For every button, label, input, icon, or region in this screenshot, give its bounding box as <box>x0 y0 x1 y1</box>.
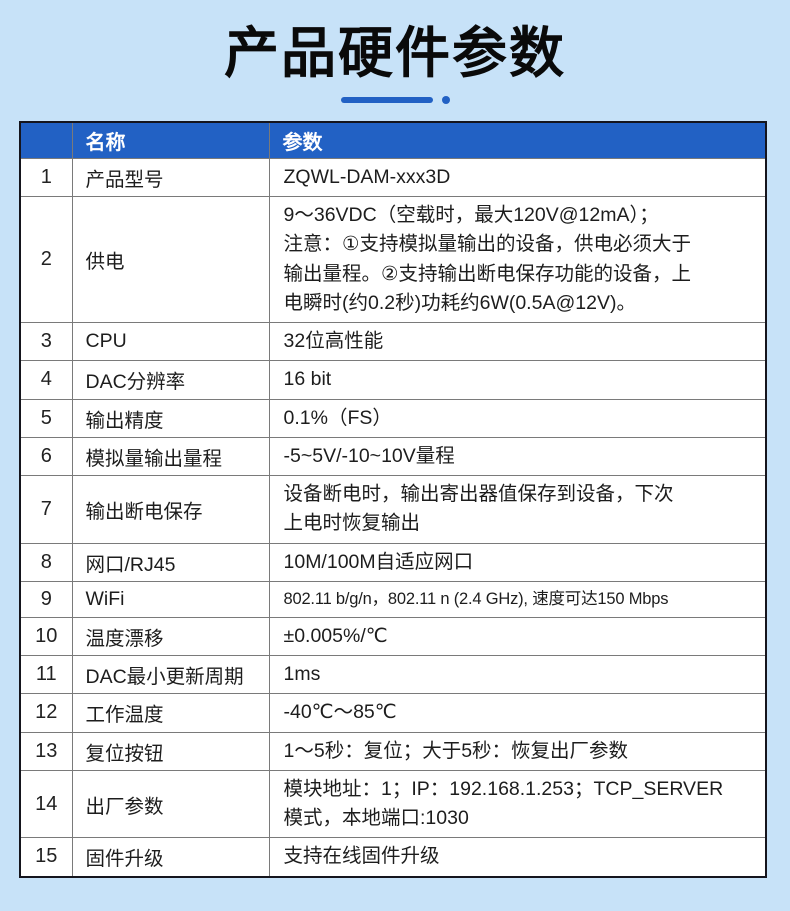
row-value-cell: 16 bit <box>268 360 767 400</box>
row-name-cell: 输出断电保存 <box>71 475 270 544</box>
row-index-cell: 12 <box>19 693 73 733</box>
page-title: 产品硬件参数 <box>223 22 566 84</box>
row-name-cell: 出厂参数 <box>71 769 270 839</box>
table-row: 1 产品型号 ZQWL-DAM-xxx3D <box>19 157 767 198</box>
row-index-cell: 7 <box>19 475 73 544</box>
row-index-cell: 2 <box>19 196 73 323</box>
row-name-cell: DAC最小更新周期 <box>71 654 270 695</box>
hardware-parameters-table: 名称 参数 1 产品型号 ZQWL-DAM-xxx3D 2 供电 9～36VDC（空载时，… <box>19 121 767 878</box>
table-row: 5 输出精度 0.1%（FS） <box>19 398 767 438</box>
table-row: 8 网口/RJ45 10M/100M自适应网口 <box>19 542 767 582</box>
table-row: 2 供电 9～36VDC（空载时，最大120V@12mA）； 注意：①支持模拟量输出… <box>19 196 767 323</box>
table-row: 6 模拟量输出量程 -5~5V/-10~10V量程 <box>19 436 767 477</box>
row-name-cell: 固件升级 <box>71 837 270 877</box>
title-underline <box>0 96 790 105</box>
table-row: 10 温度漂移 ±0.005%/℃ <box>19 616 767 657</box>
row-value-cell: -5~5V/-10~10V量程 <box>268 436 767 477</box>
row-index-cell: 9 <box>19 580 73 618</box>
row-index-cell: 1 <box>19 157 73 198</box>
row-index-cell: 10 <box>19 616 73 657</box>
value-column-header: 参数 <box>268 121 767 159</box>
table-row: 13 复位按钮 1～5秒：复位；大于5秒：恢复出厂参数 <box>19 731 767 771</box>
row-index-cell: 6 <box>19 436 73 477</box>
row-value-cell: 1ms <box>268 654 767 695</box>
row-name-cell: 温度漂移 <box>71 616 270 657</box>
table-header: 名称 参数 <box>19 121 767 159</box>
row-value-cell: ZQWL-DAM-xxx3D <box>268 157 767 198</box>
row-value-cell: 设备断电时，输出寄出器值保存到设备，下次 上电时恢复输出 <box>268 475 767 544</box>
table-row: 15 固件升级 支持在线固件升级 <box>19 837 767 877</box>
table-body: 1 产品型号 ZQWL-DAM-xxx3D 2 供电 9～36VDC（空载时，最大120V… <box>19 157 767 877</box>
row-index-cell: 15 <box>19 837 73 877</box>
underline-bar-decoration <box>340 97 433 104</box>
row-value-cell: 10M/100M自适应网口 <box>268 542 767 582</box>
row-name-cell: 网口/RJ45 <box>71 542 270 582</box>
row-name-cell: 模拟量输出量程 <box>71 436 270 477</box>
row-index-cell: 11 <box>19 654 73 695</box>
row-name-cell: 供电 <box>71 196 270 323</box>
row-index-cell: 3 <box>19 321 73 362</box>
row-value-cell: 32位高性能 <box>268 321 767 362</box>
row-value-cell: 802.11 b/g/n，802.11 n (2.4 GHz), 速度可达150… <box>268 580 767 618</box>
table-row: 9 WiFi 802.11 b/g/n，802.11 n (2.4 GHz), 速度… <box>19 580 767 618</box>
row-name-cell: DAC分辨率 <box>71 360 270 400</box>
row-value-cell: ±0.005%/℃ <box>268 616 767 657</box>
row-index-cell: 5 <box>19 398 73 438</box>
table-row: 3 CPU 32位高性能 <box>19 321 767 362</box>
row-value-cell: 1～5秒：复位；大于5秒：恢复出厂参数 <box>268 731 767 771</box>
table-header-row: 名称 参数 <box>19 121 767 159</box>
row-value-cell: -40℃～85℃ <box>268 693 767 733</box>
row-index-cell: 14 <box>19 769 73 839</box>
row-value-cell: 支持在线固件升级 <box>268 837 767 877</box>
row-name-cell: WiFi <box>71 580 270 618</box>
row-name-cell: CPU <box>71 321 270 362</box>
table-row: 11 DAC最小更新周期 1ms <box>19 654 767 695</box>
row-index-cell: 8 <box>19 542 73 582</box>
row-name-cell: 输出精度 <box>71 398 270 438</box>
name-column-header: 名称 <box>71 121 270 159</box>
table-row: 7 输出断电保存 设备断电时，输出寄出器值保存到设备，下次 上电时恢复输出 <box>19 475 767 544</box>
table-row: 4 DAC分辨率 16 bit <box>19 360 767 400</box>
row-name-cell: 产品型号 <box>71 157 270 198</box>
table-row: 14 出厂参数 模块地址：1；IP：192.168.1.253；TCP_SERVER… <box>19 769 767 839</box>
row-index-cell: 13 <box>19 731 73 771</box>
row-value-cell: 9～36VDC（空载时，最大120V@12mA）； 注意：①支持模拟量输出的设备… <box>268 196 767 323</box>
row-value-cell: 模块地址：1；IP：192.168.1.253；TCP_SERVER 模式，本地… <box>268 769 767 839</box>
row-index-cell: 4 <box>19 360 73 400</box>
row-value-cell: 0.1%（FS） <box>268 398 767 438</box>
row-name-cell: 复位按钮 <box>71 731 270 771</box>
table-row: 12 工作温度 -40℃～85℃ <box>19 693 767 733</box>
index-column-header <box>19 121 73 159</box>
underline-dot-decoration <box>441 96 450 105</box>
row-name-cell: 工作温度 <box>71 693 270 733</box>
